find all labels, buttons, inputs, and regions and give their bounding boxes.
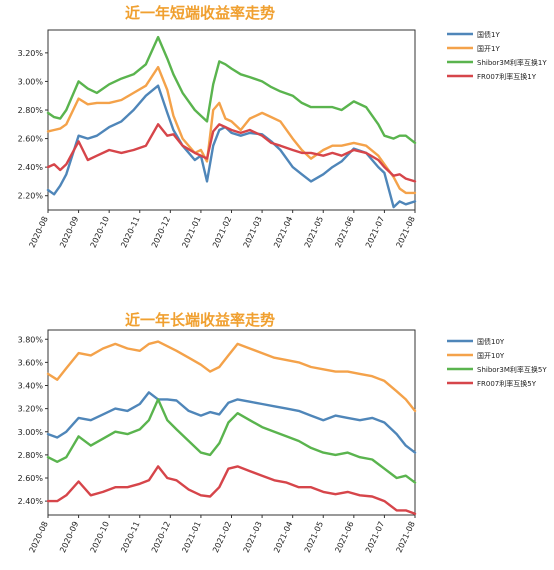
x-tick-label: 2020-11 [119, 215, 141, 249]
series-line [46, 391, 417, 454]
legend-label: 国债10Y [477, 337, 505, 346]
x-tick-label: 2021-08 [395, 520, 417, 554]
series-line [46, 465, 417, 516]
legend-label: 国开10Y [477, 352, 505, 360]
x-tick-label: 2020-09 [58, 520, 80, 554]
series-line [46, 65, 417, 195]
x-tick-label: 2021-04 [272, 215, 294, 249]
y-tick-label: 3.20% [18, 49, 44, 58]
legend-label: 国开1Y [477, 45, 500, 53]
x-tick-label: 2020-11 [119, 520, 141, 554]
x-tick-label: 2021-02 [211, 215, 233, 249]
x-tick-label: 2021-01 [180, 520, 202, 554]
legend-label: Shibor3M利率互换1Y [477, 58, 547, 67]
x-tick-label: 2021-05 [303, 520, 325, 554]
x-tick-label: 2021-02 [211, 520, 233, 554]
plot-frame [47, 329, 416, 516]
y-tick-label: 2.40% [18, 163, 44, 172]
x-tick-label: 2021-06 [333, 215, 355, 249]
legend-label: FR007利率互换5Y [477, 379, 537, 388]
short-end-yield-chart: 近一年短端收益率走势 2.20% 2.40% 2.60% 2.80% 3.00% 3.20%… [18, 4, 548, 249]
y-tick-label: 2.40% [18, 497, 44, 506]
y-tick-label: 3.00% [18, 77, 44, 86]
x-tick-label: 2020-12 [150, 520, 172, 554]
legend-label: 国债1Y [477, 30, 500, 39]
x-tick-label: 2021-03 [242, 520, 264, 554]
legend-label: FR007利率互换1Y [477, 72, 537, 81]
x-tick-label: 2021-07 [364, 520, 386, 554]
series-line [46, 398, 417, 484]
y-tick-label: 3.80% [18, 335, 44, 344]
long-end-chart-svg: 近一年长端收益率走势 2.40% 2.60% 2.80% 3.00% 3.20% 3.40%… [18, 311, 548, 554]
x-tick-label: 2021-04 [272, 520, 294, 554]
y-tick-label: 2.80% [18, 451, 44, 460]
x-tick-label: 2021-03 [242, 215, 264, 249]
long-end-yield-chart: 近一年长端收益率走势 2.40% 2.60% 2.80% 3.00% 3.20% 3.40%… [0, 285, 554, 570]
y-tick-label: 2.60% [18, 474, 44, 483]
x-tick-label: 2021-07 [364, 215, 386, 249]
series-line [46, 123, 417, 183]
series-line [46, 35, 417, 145]
x-tick-label: 2020-10 [89, 215, 111, 249]
short-end-chart-svg: 近一年短端收益率走势 2.20% 2.40% 2.60% 2.80% 3.00% 3.20%… [18, 4, 548, 249]
y-tick-label: 2.20% [18, 192, 44, 201]
x-tick-label: 2020-08 [28, 520, 50, 554]
x-tick-label: 2020-10 [89, 520, 111, 554]
y-tick-label: 3.40% [18, 382, 44, 391]
x-tick-label: 2020-12 [150, 215, 172, 249]
x-tick-label: 2021-05 [303, 215, 325, 249]
chart-title: 近一年长端收益率走势 [125, 311, 275, 329]
legend-label: Shibor3M利率互换5Y [477, 365, 547, 374]
chart-title: 近一年短端收益率走势 [125, 4, 275, 22]
y-tick-label: 2.60% [18, 135, 44, 144]
x-tick-label: 2020-09 [58, 215, 80, 249]
series-line [46, 340, 417, 413]
x-tick-label: 2021-08 [395, 215, 417, 249]
x-tick-label: 2020-08 [28, 215, 50, 249]
y-tick-label: 3.60% [18, 358, 44, 367]
y-tick-label: 3.20% [18, 405, 44, 414]
y-tick-label: 3.00% [18, 428, 44, 437]
plot-frame [47, 29, 416, 211]
x-tick-label: 2021-06 [333, 520, 355, 554]
x-tick-label: 2021-01 [180, 215, 202, 249]
y-tick-label: 2.80% [18, 106, 44, 115]
